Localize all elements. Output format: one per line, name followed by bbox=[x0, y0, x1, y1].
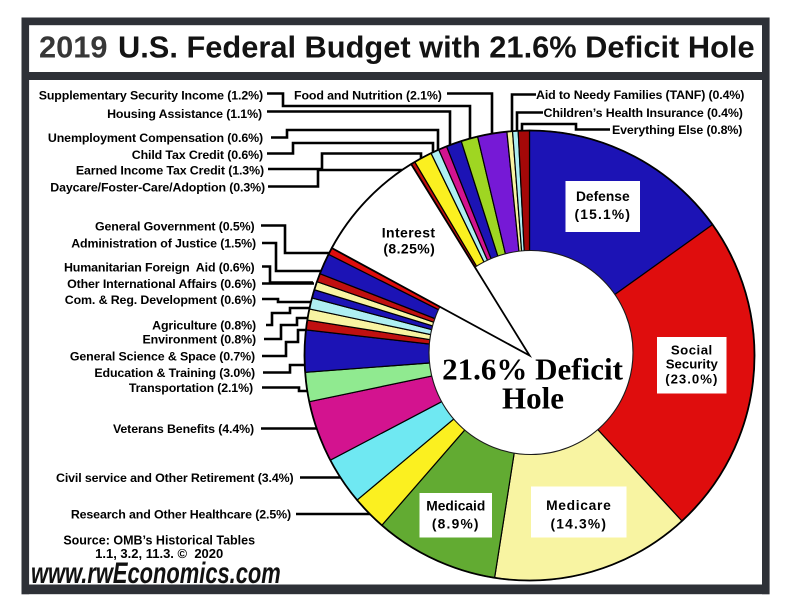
svg-text:(8.25%): (8.25%) bbox=[383, 241, 435, 257]
svg-text:Hole: Hole bbox=[502, 381, 564, 416]
svg-text:Supplementary Security Income: Supplementary Security Income (1.2%) bbox=[39, 89, 263, 103]
svg-text:Security: Security bbox=[666, 357, 719, 372]
svg-text:General Government (0.5%): General Government (0.5%) bbox=[95, 220, 255, 234]
svg-text:Aid to Needy Families (TANF) (: Aid to Needy Families (TANF) (0.4%) bbox=[536, 88, 744, 102]
svg-text:1.1, 3.2, 11.3. © 2020: 1.1, 3.2, 11.3. © 2020 bbox=[95, 546, 223, 561]
svg-text:Agriculture (0.8%): Agriculture (0.8%) bbox=[152, 319, 256, 333]
svg-text:Children’s Health Insurance (0: Children’s Health Insurance (0.4%) bbox=[544, 106, 743, 120]
svg-text:General Science & Space (0.7%): General Science & Space (0.7%) bbox=[70, 350, 255, 364]
svg-text:Research and Other Healthcare: Research and Other Healthcare (2.5%) bbox=[71, 508, 291, 522]
svg-text:Daycare/Foster-Care/Adoption (: Daycare/Foster-Care/Adoption (0.3%) bbox=[50, 181, 265, 195]
svg-text:Environment (0.8%): Environment (0.8%) bbox=[142, 333, 256, 347]
svg-text:Medicaid: Medicaid bbox=[426, 499, 485, 514]
svg-text:Food and Nutrition (2.1%): Food and Nutrition (2.1%) bbox=[294, 89, 442, 103]
svg-text:www.rwEconomics.com: www.rwEconomics.com bbox=[31, 556, 281, 590]
svg-text:2019: 2019 bbox=[39, 30, 108, 65]
svg-text:21.6% Deficit: 21.6% Deficit bbox=[442, 352, 623, 387]
svg-text:Earned Income Tax Credit (1.3%: Earned Income Tax Credit (1.3%) bbox=[76, 164, 264, 178]
svg-text:Civil service and Other Retire: Civil service and Other Retirement (3.4%… bbox=[56, 471, 293, 485]
svg-text:Child Tax Credit (0.6%): Child Tax Credit (0.6%) bbox=[132, 148, 263, 162]
svg-text:Source: OMB’s Historical Table: Source: OMB’s Historical Tables bbox=[63, 534, 255, 548]
svg-text:(23.0%): (23.0%) bbox=[665, 372, 718, 387]
svg-text:(14.3%): (14.3%) bbox=[550, 517, 607, 532]
svg-text:Administration of Justice (1.5: Administration of Justice (1.5%) bbox=[71, 237, 256, 251]
svg-text:Other International Affairs (0: Other International Affairs (0.6%) bbox=[67, 277, 256, 291]
svg-text:Transportation (2.1%): Transportation (2.1%) bbox=[129, 381, 253, 395]
svg-text:Unemployment Compensation (0.6: Unemployment Compensation (0.6%) bbox=[48, 131, 263, 145]
svg-text:Humanitarian Foreign Aid (0.6: Humanitarian Foreign Aid (0.6%) bbox=[64, 261, 255, 275]
svg-text:(8.9%): (8.9%) bbox=[432, 517, 480, 532]
svg-text:Medicare: Medicare bbox=[546, 498, 611, 513]
svg-text:Social: Social bbox=[671, 343, 713, 358]
svg-text:Education & Training (3.0%): Education & Training (3.0%) bbox=[94, 366, 255, 380]
svg-text:U.S. Federal Budget with 21.6%: U.S. Federal Budget with 21.6% Deficit H… bbox=[118, 30, 755, 65]
svg-text:Defense: Defense bbox=[576, 189, 630, 204]
svg-text:Veterans Benefits (4.4%): Veterans Benefits (4.4%) bbox=[113, 422, 254, 436]
svg-text:(15.1%): (15.1%) bbox=[574, 207, 631, 222]
svg-text:Com. & Reg. Development (0.6%): Com. & Reg. Development (0.6%) bbox=[65, 293, 256, 307]
svg-text:Everything Else (0.8%): Everything Else (0.8%) bbox=[612, 123, 742, 137]
svg-text:Interest: Interest bbox=[382, 225, 436, 241]
svg-text:Housing Assistance (1.1%): Housing Assistance (1.1%) bbox=[107, 107, 262, 121]
